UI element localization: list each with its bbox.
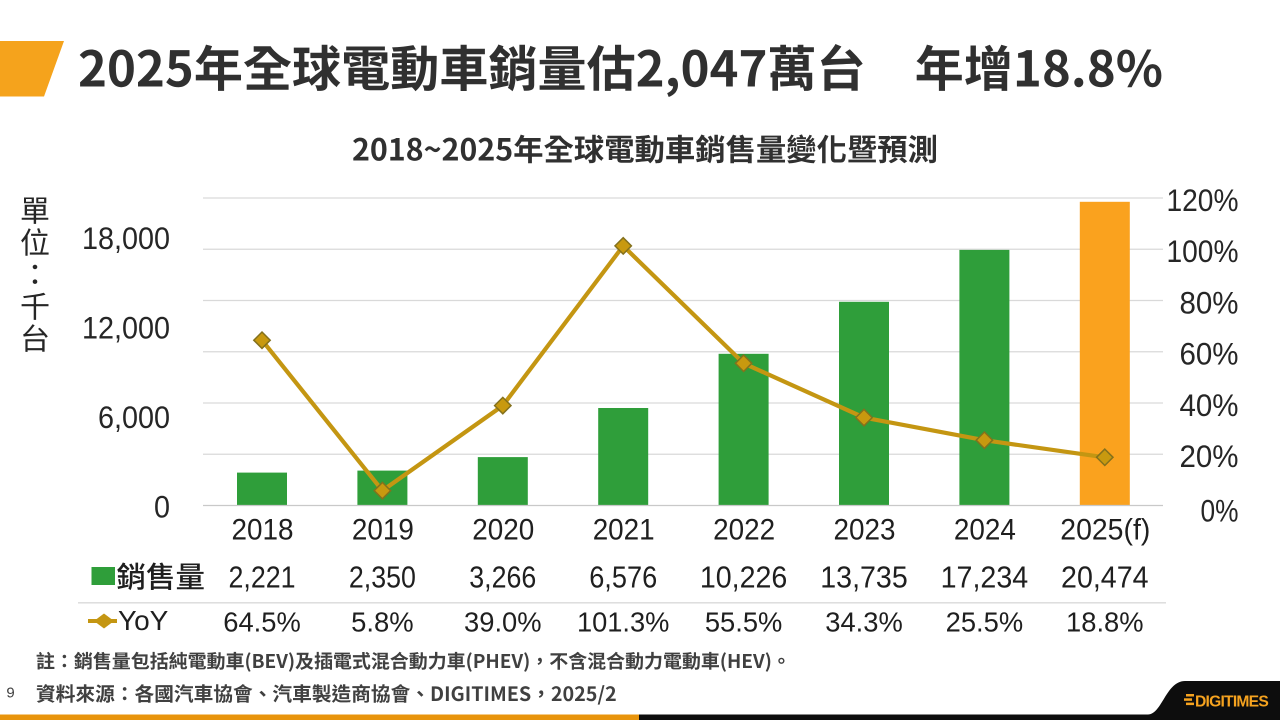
svg-text:0: 0 [154,489,170,525]
svg-text:20,474: 20,474 [1061,560,1149,595]
svg-text:2024: 2024 [954,514,1016,547]
svg-text:55.5%: 55.5% [705,607,783,638]
svg-text:20%: 20% [1180,438,1239,474]
svg-text:5.8%: 5.8% [351,607,414,638]
svg-text:10,226: 10,226 [700,560,788,595]
svg-text:3,266: 3,266 [469,560,536,595]
svg-text:100%: 100% [1167,233,1239,269]
svg-text:YoY: YoY [118,605,169,636]
svg-text:80%: 80% [1180,284,1239,320]
svg-text:0%: 0% [1201,492,1239,528]
svg-text:101.3%: 101.3% [577,607,670,638]
svg-text:25.5%: 25.5% [946,607,1024,638]
svg-text:DIGITIMES: DIGITIMES [1195,694,1269,711]
svg-text:34.3%: 34.3% [825,607,903,638]
svg-text:2025(f): 2025(f) [1060,514,1150,547]
svg-text:2023: 2023 [834,514,896,547]
svg-text:2,221: 2,221 [229,560,296,595]
svg-text:9: 9 [6,685,14,702]
svg-text:120%: 120% [1167,182,1239,218]
svg-text:2022: 2022 [713,514,775,547]
svg-text:40%: 40% [1180,387,1239,423]
svg-text:2021: 2021 [593,514,655,547]
svg-text:2,350: 2,350 [349,560,416,595]
svg-text:17,234: 17,234 [941,560,1029,595]
svg-text:2020: 2020 [472,514,534,547]
svg-text:60%: 60% [1180,336,1239,372]
svg-text:64.5%: 64.5% [223,607,301,638]
svg-text:6,576: 6,576 [589,560,657,595]
svg-text:12,000: 12,000 [82,310,170,346]
svg-text:18.8%: 18.8% [1066,607,1144,638]
svg-text:2019: 2019 [352,514,414,547]
svg-text:39.0%: 39.0% [464,607,542,638]
svg-text:2018: 2018 [232,514,294,547]
svg-text:6,000: 6,000 [98,399,170,435]
svg-text:13,735: 13,735 [820,560,908,595]
svg-text:18,000: 18,000 [82,220,170,256]
